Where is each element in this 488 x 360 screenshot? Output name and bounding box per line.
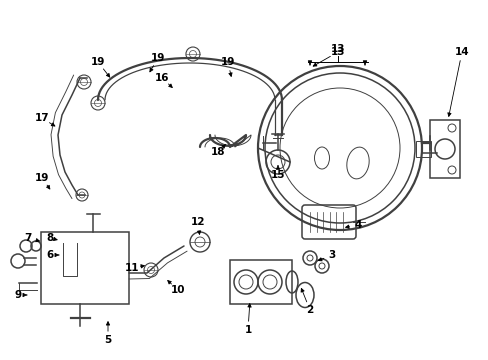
Text: 19: 19 — [221, 57, 235, 67]
Text: 3: 3 — [328, 250, 335, 260]
Text: 16: 16 — [154, 73, 169, 83]
Bar — [429, 120, 459, 178]
Text: 7: 7 — [24, 233, 32, 243]
Text: 6: 6 — [46, 250, 54, 260]
Text: 4: 4 — [354, 220, 361, 230]
Text: 19: 19 — [35, 173, 49, 183]
Text: 13: 13 — [330, 47, 345, 57]
Bar — [229, 260, 291, 304]
Text: 2: 2 — [306, 305, 313, 315]
Text: 5: 5 — [104, 335, 111, 345]
Text: 10: 10 — [170, 285, 185, 295]
Bar — [41, 232, 129, 304]
Text: 17: 17 — [35, 113, 49, 123]
Bar — [415, 141, 430, 157]
Text: 12: 12 — [190, 217, 205, 227]
Text: 15: 15 — [270, 170, 285, 180]
Text: 13: 13 — [330, 44, 345, 54]
Text: 8: 8 — [46, 233, 54, 243]
Text: 9: 9 — [15, 290, 21, 300]
Text: 11: 11 — [124, 263, 139, 273]
Text: 19: 19 — [150, 53, 165, 63]
Text: 14: 14 — [454, 47, 468, 57]
Text: 18: 18 — [210, 147, 225, 157]
Text: 19: 19 — [91, 57, 105, 67]
Text: 1: 1 — [244, 325, 251, 335]
